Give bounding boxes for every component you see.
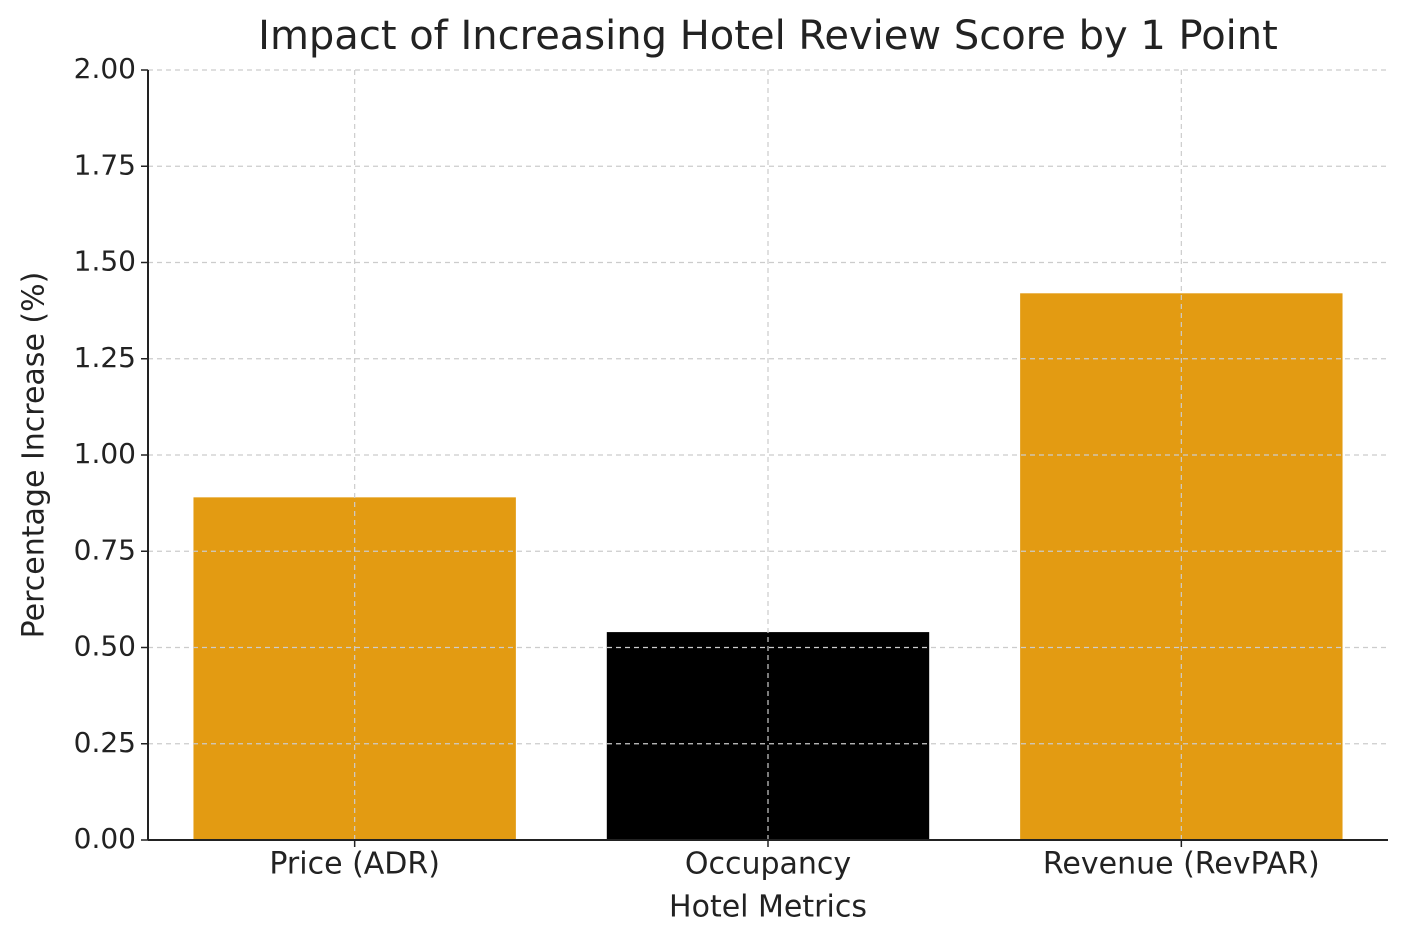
x-tick-label: Occupancy [685, 847, 851, 882]
y-tick-label: 1.00 [74, 437, 136, 470]
y-tick-label: 1.25 [74, 341, 136, 374]
y-tick-label: 1.75 [74, 148, 136, 181]
y-tick-label: 1.50 [74, 245, 136, 278]
y-tick-label: 0.25 [74, 726, 136, 759]
y-tick-label: 2.00 [74, 52, 136, 85]
y-axis-label: Percentage Increase (%) [17, 272, 52, 639]
x-tick-label: Price (ADR) [269, 847, 440, 882]
y-tick-label: 0.75 [74, 533, 136, 566]
x-tick-label: Revenue (RevPAR) [1043, 847, 1320, 882]
chart-title: Impact of Increasing Hotel Review Score … [258, 13, 1278, 59]
y-tick-label: 0.00 [74, 822, 136, 855]
x-axis-label: Hotel Metrics [669, 890, 867, 925]
y-tick-label: 0.50 [74, 630, 136, 663]
